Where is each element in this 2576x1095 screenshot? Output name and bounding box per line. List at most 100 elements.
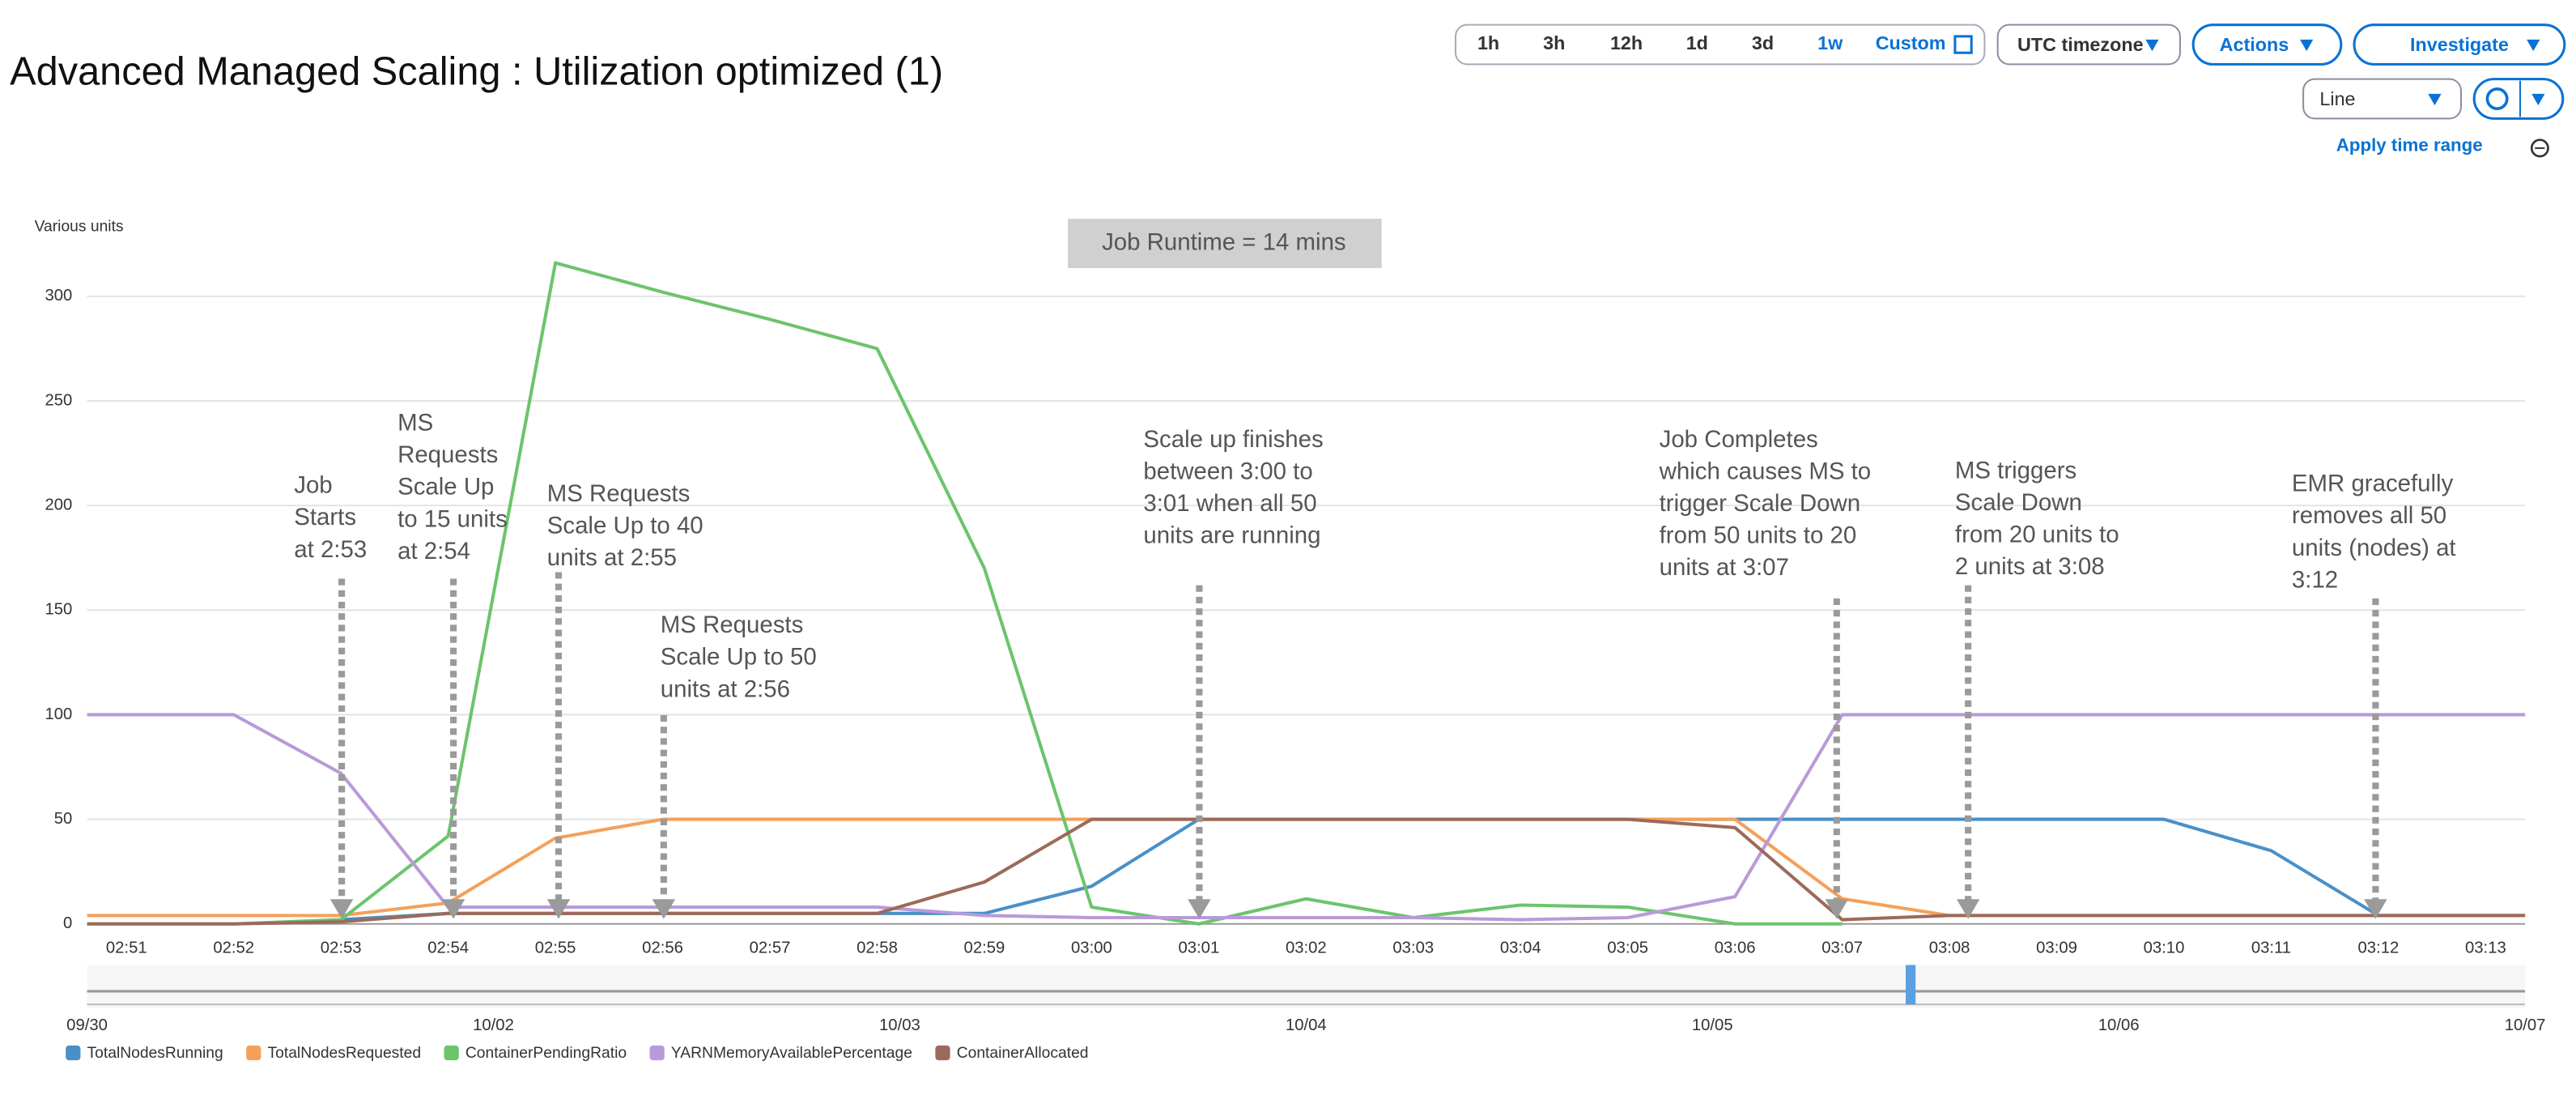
actions-text[interactable]: Actions (2220, 34, 2289, 55)
x-tick-label: 03:02 (1286, 939, 1327, 957)
x-tick-label: 03:06 (1715, 939, 1756, 957)
annotation-text: units (nodes) at (2292, 535, 2456, 561)
apply-link[interactable]: Apply time range (2336, 135, 2483, 156)
caret (2531, 93, 2545, 106)
annotation-text: between 3:00 to (1143, 458, 1312, 484)
annotation-text: units are running (1143, 522, 1320, 549)
x-tick-label: 03:03 (1392, 939, 1434, 957)
annotation-text: Job (294, 472, 332, 499)
annotation-text: units at 3:07 (1660, 554, 1789, 581)
annotation-text: Starts (294, 504, 356, 530)
range-button[interactable]: 3h (1543, 32, 1565, 53)
range-group[interactable] (1454, 23, 1986, 66)
annotation-text: EMR gracefully (2292, 471, 2454, 497)
runtime-box (1068, 219, 1382, 269)
x-tick-label: 03:00 (1071, 939, 1112, 957)
x-tick-label: 03:01 (1178, 939, 1219, 957)
navigator-date: 10/02 (473, 1016, 514, 1034)
annotation-text: 2 units at 3:08 (1955, 553, 2105, 580)
series-line (87, 261, 1843, 926)
annotation-text: removes all 50 (2292, 502, 2446, 529)
annotation-text: MS Requests (661, 611, 804, 638)
x-tick-label: 03:07 (1821, 939, 1863, 957)
x-tick-label: 03:13 (2465, 939, 2506, 957)
x-tick-label: 02:58 (857, 939, 898, 957)
navigator[interactable] (87, 965, 2526, 1008)
annotation-text: which causes MS to (1659, 458, 1872, 484)
annotation-text: units at 2:56 (661, 675, 790, 702)
actions-button[interactable] (2191, 23, 2343, 66)
zoom-icon[interactable] (2530, 138, 2549, 158)
annotation-arrowhead (441, 899, 465, 919)
x-tick-label: 02:55 (535, 939, 576, 957)
chart-type-select[interactable] (2302, 78, 2462, 120)
legend-label[interactable]: ContainerPendingRatio (465, 1045, 627, 1062)
range-button[interactable]: 1d (1686, 32, 1708, 53)
annotation-arrowhead (329, 899, 354, 919)
annotation-text: Scale Up (397, 474, 494, 501)
annotation-arrowhead (652, 899, 676, 919)
x-tick-label: 02:59 (964, 939, 1005, 957)
annotation-text: at 2:54 (397, 538, 470, 565)
x-tick-label: 03:05 (1607, 939, 1648, 957)
y-tick-label: 200 (45, 496, 72, 514)
range-button[interactable]: 1h (1477, 32, 1499, 53)
annotation-text: to 15 units (397, 505, 508, 532)
caret (2428, 93, 2442, 106)
series-line (87, 817, 2526, 926)
navigator-date: 10/03 (879, 1016, 920, 1034)
chart-title: Advanced Managed Scaling : Utilization o… (10, 49, 943, 93)
legend-swatch[interactable] (444, 1045, 459, 1061)
refresh-icon (2485, 87, 2509, 110)
y-tick-label: 150 (45, 601, 72, 619)
annotation-text: 3:12 (2292, 566, 2338, 593)
range-button[interactable]: 1w (1817, 32, 1843, 53)
y-tick-label: 300 (45, 287, 72, 305)
x-tick-label: 03:09 (2036, 939, 2077, 957)
investigate-text[interactable]: Investigate (2410, 34, 2509, 55)
annotation-text: 3:01 when all 50 (1143, 490, 1316, 517)
caret (2145, 39, 2159, 52)
investigate-button[interactable] (2353, 23, 2566, 66)
navigator-date: 09/30 (66, 1016, 108, 1034)
annotation-text: from 50 units to 20 (1660, 522, 1857, 549)
timezone-button[interactable] (1996, 23, 2181, 66)
annotation-arrowhead (1825, 899, 1849, 919)
legend-swatch[interactable] (649, 1045, 665, 1061)
chart-type-text[interactable]: Line (2319, 88, 2355, 109)
navigator-date: 10/06 (2098, 1016, 2140, 1034)
annotation-text: MS triggers (1955, 457, 2077, 484)
navigator-selection[interactable] (1906, 965, 1916, 1005)
annotation-text: trigger Scale Down (1660, 490, 1860, 517)
legend-label[interactable]: YARNMemoryAvailablePercentage (671, 1045, 912, 1062)
x-tick-label: 02:56 (642, 939, 683, 957)
range-button[interactable]: 3d (1752, 32, 1774, 53)
y-tick-label: 100 (45, 705, 72, 723)
annotation-text: from 20 units to (1955, 522, 2119, 548)
annotation-text: MS Requests (547, 480, 691, 507)
range-button[interactable]: 12h (1610, 32, 1643, 53)
legend-swatch[interactable] (246, 1045, 261, 1061)
legend-label[interactable]: ContainerAllocated (957, 1045, 1089, 1062)
annotation-text: Scale Up to 40 (547, 512, 704, 539)
navigator-date: 10/04 (1286, 1016, 1327, 1034)
range-button[interactable]: Custom (1876, 32, 1946, 53)
y-axis-label: Various units (35, 218, 124, 235)
annotation-text: at 2:53 (294, 536, 367, 563)
annotation-arrowhead (1956, 899, 1980, 919)
x-tick-label: 03:12 (2358, 939, 2400, 957)
legend-label[interactable]: TotalNodesRunning (87, 1045, 223, 1062)
legend-swatch[interactable] (935, 1045, 950, 1061)
y-tick-label: 0 (63, 914, 72, 932)
x-tick-label: 03:10 (2144, 939, 2185, 957)
x-tick-label: 03:04 (1500, 939, 1541, 957)
timezone-text[interactable]: UTC timezone (2017, 34, 2144, 55)
annotation-arrowhead (1188, 899, 1211, 919)
legend-label[interactable]: TotalNodesRequested (268, 1045, 422, 1062)
runtime-text: Job Runtime = 14 mins (1102, 228, 1346, 255)
legend-swatch[interactable] (66, 1045, 81, 1061)
navigator-date: 10/05 (1692, 1016, 1733, 1034)
x-tick-label: 03:11 (2251, 939, 2291, 957)
